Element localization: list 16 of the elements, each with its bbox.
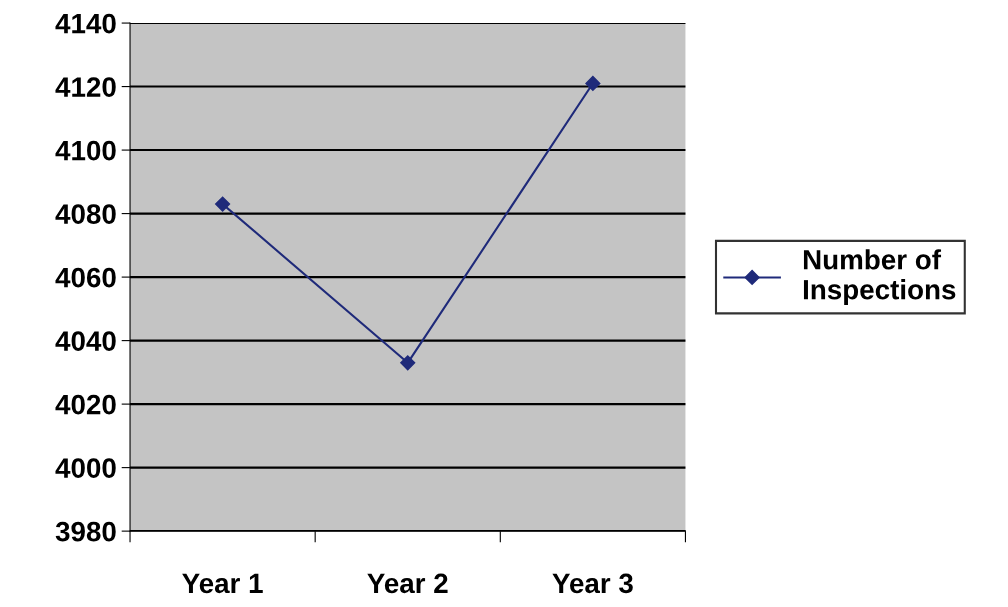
y-tick-label: 3980 — [55, 521, 116, 542]
x-tick-label: Year 3 — [552, 573, 633, 594]
y-tick-label: 4040 — [55, 331, 116, 351]
x-tick-label: Year 2 — [367, 573, 448, 594]
y-tick-label: 4020 — [55, 394, 116, 415]
legend-label: Number of Inspections — [803, 249, 956, 305]
y-tick-label: 4120 — [55, 77, 116, 97]
y-tick-label: 4000 — [55, 458, 116, 478]
y-tick-label: 4060 — [55, 267, 116, 288]
x-tick-label: Year 1 — [182, 573, 263, 594]
y-tick-label: 4080 — [55, 204, 116, 224]
y-tick-label: 4140 — [55, 13, 116, 34]
y-tick-label: 4100 — [55, 140, 116, 161]
point — [400, 355, 416, 371]
point — [585, 75, 601, 91]
point — [215, 196, 231, 212]
